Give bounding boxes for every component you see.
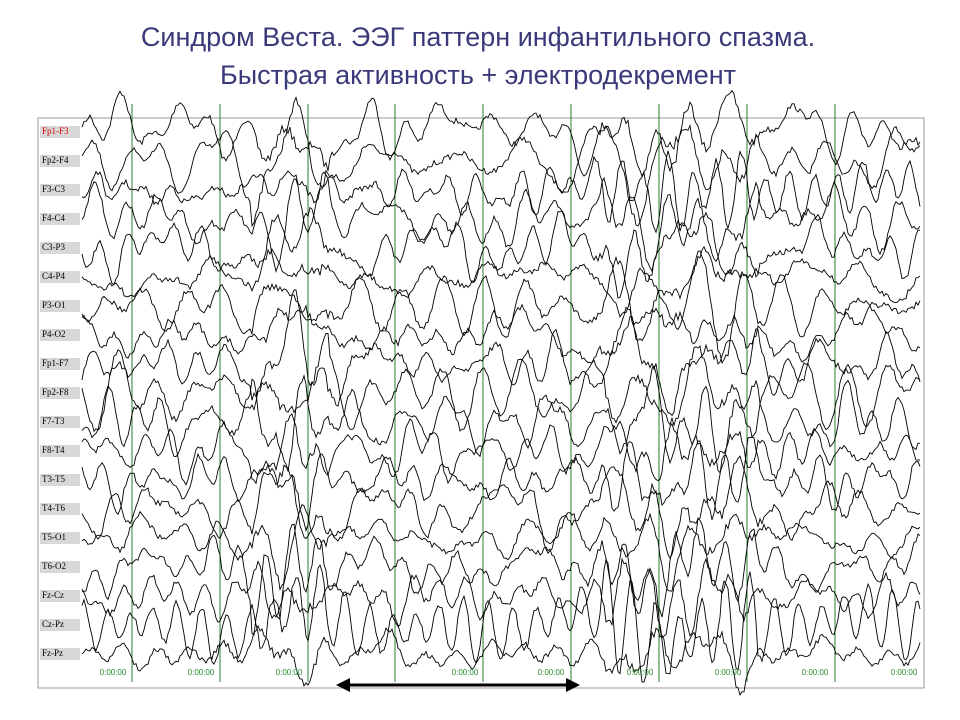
eeg-trace xyxy=(81,436,921,533)
channel-label: C3-P3 xyxy=(42,242,66,252)
channel-label: Fz-Cz xyxy=(42,590,64,600)
channel-label: F4-C4 xyxy=(42,213,66,223)
channel-label-bg xyxy=(40,503,80,515)
channel-label: P4-O2 xyxy=(42,329,66,339)
channel-label-bg xyxy=(40,213,80,225)
channel-label: F8-T4 xyxy=(42,445,65,455)
time-label: 0:00:00 xyxy=(276,668,303,677)
channel-label-bg xyxy=(40,358,80,370)
channel-label-bg xyxy=(40,242,80,254)
time-label: 0:00:00 xyxy=(891,668,918,677)
eeg-trace xyxy=(81,624,921,697)
eeg-trace xyxy=(81,413,921,486)
channel-label-bg xyxy=(40,416,80,428)
eeg-trace xyxy=(81,150,921,234)
channel-label: Fz-Pz xyxy=(42,648,63,658)
channel-label-bg xyxy=(40,590,80,602)
eeg-trace xyxy=(81,517,921,636)
channel-label: C4-P4 xyxy=(42,271,66,281)
channel-label-bg xyxy=(40,271,80,283)
channel-label-bg xyxy=(40,445,80,457)
time-label: 0:00:00 xyxy=(715,668,742,677)
time-label: 0:00:00 xyxy=(538,668,565,677)
channel-label-bg xyxy=(40,329,80,341)
eeg-trace xyxy=(81,503,921,592)
eeg-trace xyxy=(81,557,921,639)
channel-label-bg xyxy=(40,300,80,312)
channel-label: Fp2-F4 xyxy=(42,155,69,165)
channel-label-bg xyxy=(40,474,80,486)
eeg-panel xyxy=(37,117,925,689)
eeg-trace xyxy=(81,455,921,559)
channel-label-bg xyxy=(40,619,80,631)
channel-label: Cz-Pz xyxy=(42,619,64,629)
channel-label: P3-O1 xyxy=(42,300,66,310)
channel-label: T6-O2 xyxy=(42,561,66,571)
time-label: 0:00:00 xyxy=(100,668,127,677)
title-line: Быстрая активность + электродекремент xyxy=(220,60,736,90)
channel-label-bg xyxy=(40,532,80,544)
channel-label: Fp2-F8 xyxy=(42,387,69,397)
channel-label-bg xyxy=(40,126,80,138)
time-label: 0:00:00 xyxy=(802,668,829,677)
channel-label: Fp1-F7 xyxy=(42,358,69,368)
channel-label-bg xyxy=(40,387,80,399)
channel-label: F7-T3 xyxy=(42,416,65,426)
title-line: Синдром Веста. ЭЭГ паттерн инфантильного… xyxy=(141,22,815,52)
eeg-trace xyxy=(81,245,921,318)
channel-label-bg xyxy=(40,648,80,660)
eeg-trace xyxy=(81,95,921,228)
eeg-trace xyxy=(81,89,921,178)
eeg-trace xyxy=(81,365,921,474)
time-label: 0:00:00 xyxy=(188,668,215,677)
channel-label-bg xyxy=(40,561,80,573)
channel-label: F3-C3 xyxy=(42,184,66,194)
eeg-trace xyxy=(81,333,921,438)
channel-label: T3-T5 xyxy=(42,474,65,484)
channel-label: Fp1-F3 xyxy=(42,126,69,136)
time-label: 0:00:00 xyxy=(452,668,479,677)
eeg-trace xyxy=(81,171,921,274)
channel-label-bg xyxy=(40,155,80,167)
channel-label-bg xyxy=(40,184,80,196)
decrement-arrow xyxy=(336,678,580,692)
channel-label: T5-O1 xyxy=(42,532,66,542)
eeg-trace xyxy=(81,206,921,299)
time-label: 0:00:00 xyxy=(627,668,654,677)
eeg-trace xyxy=(81,250,921,365)
channel-label: T4-T6 xyxy=(42,503,65,513)
eeg-trace xyxy=(81,289,921,417)
eeg-trace xyxy=(81,303,921,364)
eeg-trace xyxy=(81,558,921,683)
